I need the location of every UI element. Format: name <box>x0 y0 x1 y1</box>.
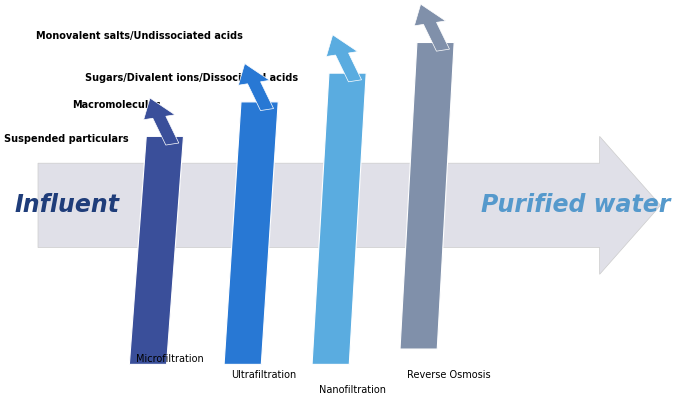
Text: Ultrafiltration: Ultrafiltration <box>231 370 296 380</box>
Text: Nanofiltration: Nanofiltration <box>319 386 386 396</box>
Text: Reverse Osmosis: Reverse Osmosis <box>407 370 490 380</box>
Polygon shape <box>38 136 660 274</box>
Polygon shape <box>312 73 366 364</box>
Text: Microfiltration: Microfiltration <box>136 354 204 364</box>
Text: Purified water: Purified water <box>482 193 671 217</box>
Text: Monovalent salts/Undissociated acids: Monovalent salts/Undissociated acids <box>36 30 243 40</box>
Text: Sugars/Divalent ions/Dissociated acids: Sugars/Divalent ions/Dissociated acids <box>86 73 299 83</box>
Text: Influent: Influent <box>14 193 119 217</box>
Text: Macromolecules: Macromolecules <box>72 100 160 110</box>
Polygon shape <box>144 98 179 145</box>
Polygon shape <box>400 42 454 349</box>
Polygon shape <box>238 64 273 110</box>
Polygon shape <box>326 35 362 82</box>
Polygon shape <box>129 136 184 364</box>
Polygon shape <box>224 102 278 364</box>
Polygon shape <box>414 4 449 51</box>
Text: Suspended particulars: Suspended particulars <box>4 134 129 144</box>
